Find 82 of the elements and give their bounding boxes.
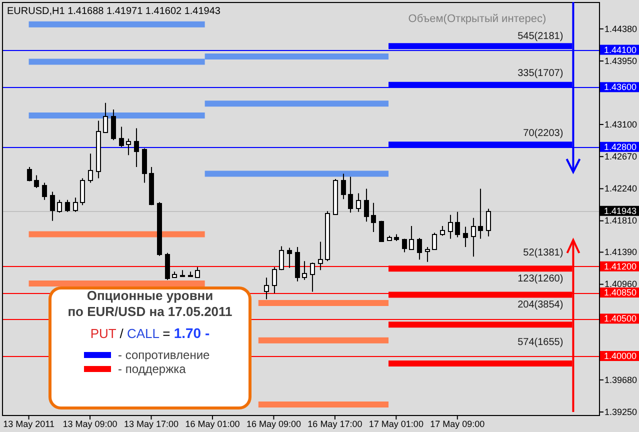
- x-tick-label: 13 May 17:00: [124, 418, 179, 429]
- candlestick: [463, 226, 468, 248]
- candlestick: [364, 188, 369, 222]
- candlestick: [310, 262, 315, 292]
- candlestick: [425, 246, 430, 262]
- ref-line-label: 1.41943: [604, 206, 637, 216]
- x-tick-label: 13 May 09:00: [62, 418, 118, 429]
- annotation: 574(1655): [518, 337, 564, 348]
- candlestick: [272, 266, 277, 294]
- candlestick: [409, 226, 414, 250]
- ref-line-label: 1.40500: [604, 314, 637, 324]
- candlestick: [440, 226, 445, 236]
- y-tick-label: 1.43950: [604, 56, 638, 66]
- candlestick: [88, 153, 93, 184]
- candlestick: [318, 241, 323, 271]
- candlestick: [126, 138, 131, 156]
- chart-title: EURUSD,H1 1.41688 1.41971 1.41602 1.41943: [7, 6, 221, 17]
- y-tick-label: 1.39680: [604, 374, 638, 385]
- ref-line-label: 1.44100: [604, 44, 637, 55]
- annotation: по EUR/USD на 17.05.2011: [68, 304, 232, 319]
- x-tick-label: 16 May 01:00: [185, 418, 240, 429]
- ref-line-label: 1.41200: [604, 261, 637, 272]
- candlestick: [134, 128, 139, 168]
- y-tick-label: 1.42670: [604, 151, 638, 162]
- annotation: Объем(Открытый интерес): [408, 13, 546, 25]
- legend-label: - сопротивление: [118, 348, 210, 362]
- x-tick-label: 17 May 01:00: [368, 418, 424, 429]
- candlestick: [57, 199, 62, 214]
- y-tick-label: 1.40960: [604, 279, 638, 290]
- x-tick-label: 17 May 09:00: [430, 418, 485, 429]
- candlestick: [264, 277, 269, 300]
- candlestick: [279, 246, 284, 271]
- candlestick: [486, 208, 491, 237]
- x-tick-label: 16 May 17:00: [308, 418, 362, 429]
- legend-label: - поддержка: [118, 362, 186, 376]
- y-tick-label: 1.42240: [604, 184, 638, 194]
- annotation: 123(1260): [518, 274, 564, 285]
- candlestick: [348, 176, 353, 214]
- x-tick-label: 16 May 09:00: [246, 418, 301, 429]
- candlestick: [356, 192, 361, 212]
- y-tick-label: 1.41390: [604, 247, 638, 258]
- annotation: 204(3854): [518, 300, 564, 311]
- annotation: PUT / CALL = 1.70 -: [90, 325, 210, 341]
- candlestick: [165, 252, 170, 280]
- candlestick: [27, 166, 32, 182]
- candlestick: [73, 197, 78, 212]
- candlestick: [448, 214, 453, 240]
- candlestick: [50, 191, 55, 222]
- annotation: Опционные уровни: [86, 288, 214, 303]
- candlestick: [471, 217, 476, 258]
- ref-line-label: 1.43600: [604, 82, 637, 92]
- candlestick: [34, 174, 39, 188]
- annotation: 335(1707): [518, 68, 564, 80]
- y-tick-label: 1.39250: [604, 406, 638, 417]
- candlestick: [432, 232, 437, 250]
- candlestick: [302, 260, 307, 280]
- candlestick: [195, 266, 200, 278]
- candlestick: [65, 199, 70, 212]
- y-tick-label: 1.44380: [604, 24, 638, 34]
- candlestick: [287, 247, 292, 268]
- candlestick: [111, 109, 116, 141]
- ref-line-label: 1.40000: [604, 351, 637, 361]
- candlestick: [371, 202, 376, 233]
- candlestick: [341, 173, 346, 200]
- candlestick: [478, 188, 483, 240]
- candlestick: [417, 238, 422, 260]
- ref-line-label: 1.40850: [604, 288, 637, 298]
- candlestick: [42, 182, 47, 200]
- x-tick-label: 13 May 2011: [3, 418, 54, 429]
- candlestick: [455, 211, 460, 238]
- y-tick-label: 1.41810: [604, 216, 638, 226]
- candlestick: [402, 238, 407, 253]
- candlestick: [80, 178, 85, 206]
- annotation: 70(2203): [523, 128, 564, 139]
- y-tick-label: 1.43100: [604, 119, 638, 130]
- candlestick: [379, 220, 384, 242]
- annotation: 52(1381): [523, 247, 564, 258]
- annotation: 545(2181): [518, 30, 564, 42]
- candlestick: [103, 102, 108, 134]
- candlestick: [119, 126, 124, 148]
- ref-line-label: 1.42800: [604, 142, 637, 152]
- candlestick: [142, 148, 147, 184]
